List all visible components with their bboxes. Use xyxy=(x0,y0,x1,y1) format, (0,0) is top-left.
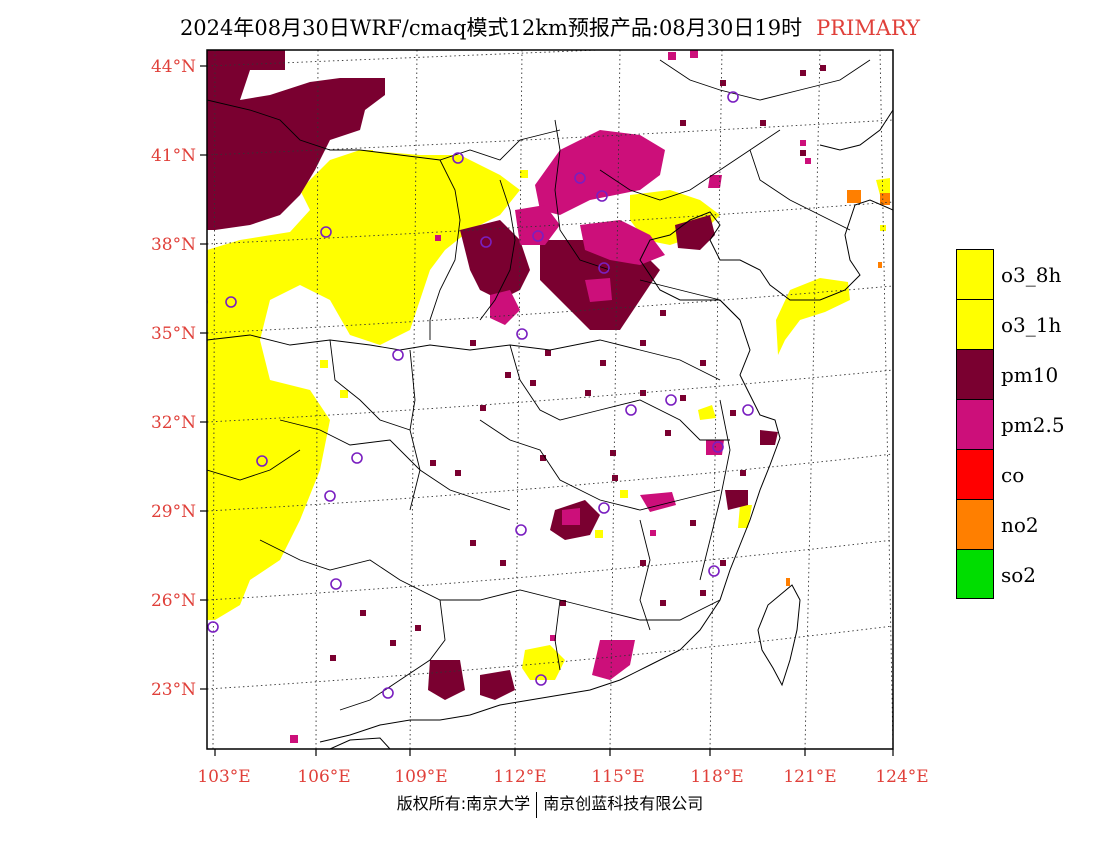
legend-swatch xyxy=(956,349,994,399)
taiwan-outline xyxy=(757,584,801,687)
legend-label: so2 xyxy=(1001,563,1037,587)
legend-label: o3_1h xyxy=(1001,313,1062,337)
pollutant-fields xyxy=(207,50,890,743)
legend-label: o3_8h xyxy=(1001,263,1062,287)
copyright-company: 南京创蓝科技有限公司 xyxy=(543,794,704,813)
lon-label-109: 109°E xyxy=(394,767,447,787)
legend-label: co xyxy=(1001,463,1025,487)
longitude-labels: 103°E 106°E 109°E 112°E 115°E 118°E 121°… xyxy=(197,767,928,787)
footer-divider xyxy=(536,791,538,818)
legend-swatch xyxy=(956,499,994,549)
lon-label-121: 121°E xyxy=(783,767,836,787)
primary-tag: PRIMARY xyxy=(816,16,921,40)
lat-label-32: 32°N xyxy=(151,413,196,433)
legend-swatch xyxy=(956,249,994,299)
lat-label-23: 23°N xyxy=(151,680,196,700)
latitude-labels: 44°N 41°N 38°N 35°N 32°N 29°N 26°N 23°N xyxy=(151,57,196,700)
coastline xyxy=(319,109,893,743)
lon-label-112: 112°E xyxy=(493,767,546,787)
lat-label-35: 35°N xyxy=(151,324,196,344)
map-frame xyxy=(206,49,894,750)
legend-label: pm10 xyxy=(1001,363,1059,387)
legend-label: pm2.5 xyxy=(1001,413,1065,437)
map-title: 2024年08月30日WRF/cmaq模式12km预报产品:08月30日19时 P… xyxy=(0,12,1100,42)
legend-label: no2 xyxy=(1001,513,1039,537)
lat-label-29: 29°N xyxy=(151,502,196,522)
lon-label-103: 103°E xyxy=(197,767,250,787)
lat-label-41: 41°N xyxy=(151,146,196,166)
lon-label-124: 124°E xyxy=(875,767,928,787)
lon-label-106: 106°E xyxy=(297,767,350,787)
lat-label-38: 38°N xyxy=(151,235,196,255)
lon-label-118: 118°E xyxy=(690,767,743,787)
legend-swatch xyxy=(956,449,994,499)
hainan-outline xyxy=(329,737,391,749)
lat-label-26: 26°N xyxy=(151,591,196,611)
province-boundaries xyxy=(207,59,871,711)
copyright-footer: 版权所有:南京大学 南京创蓝科技有限公司 xyxy=(0,790,1100,818)
legend-swatch xyxy=(956,399,994,449)
copyright-owner: 版权所有:南京大学 xyxy=(396,794,531,813)
legend-swatch xyxy=(956,299,994,349)
legend-swatch xyxy=(956,549,994,599)
title-text: 2024年08月30日WRF/cmaq模式12km预报产品:08月30日19时 xyxy=(179,16,803,40)
lat-label-44: 44°N xyxy=(151,57,196,77)
lon-label-115: 115°E xyxy=(591,767,644,787)
station-markers xyxy=(207,91,754,699)
